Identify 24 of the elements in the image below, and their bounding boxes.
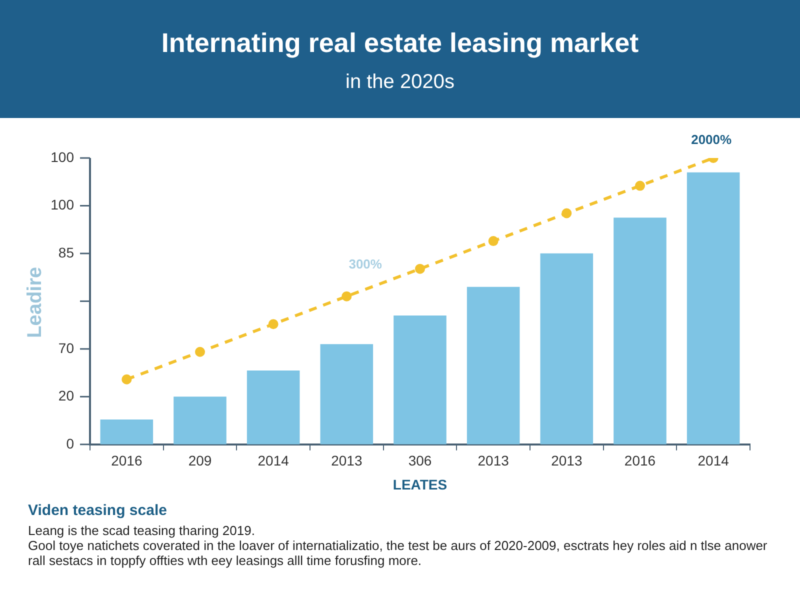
x-axis-title: LEATES	[392, 476, 448, 492]
text: 100	[50, 148, 74, 165]
text: 0	[66, 435, 74, 452]
x-tick-label: 209	[188, 452, 212, 469]
text: 2000%	[691, 132, 732, 147]
x-tick-label: 2016	[624, 452, 656, 469]
chart-subtitle: in the 2020s	[344, 71, 456, 94]
x-tick-label: 2014	[258, 452, 290, 469]
text: Viden teasing scale	[28, 502, 168, 519]
chart-title: Internating real estate leasing market	[160, 28, 640, 59]
x-tick-label: 2013	[551, 452, 582, 469]
y-axis-title: Leadire	[24, 266, 47, 338]
text: Gool toye natichets coverated in the loaver of internatializatio, the test be aurs of 2020-2009, esctrats hey roles aid n tlse anower rall sestacs in toppfy offties wth eey leasings alll time forusfing more.	[28, 538, 768, 568]
x-tick-label: 306	[408, 452, 432, 469]
x-tick-label: 2013	[331, 452, 362, 469]
x-tick-label: 2016	[111, 452, 142, 469]
x-tick-label: 2014	[698, 452, 730, 469]
annotation: 300%	[348, 256, 382, 272]
text: 100	[50, 196, 74, 213]
text: 70	[58, 340, 74, 356]
text: 20	[58, 388, 74, 404]
x-tick-label: 2013	[478, 452, 510, 469]
text: 85	[58, 244, 74, 260]
text: Leang is the scad teasing tharing 2019.	[28, 523, 256, 538]
